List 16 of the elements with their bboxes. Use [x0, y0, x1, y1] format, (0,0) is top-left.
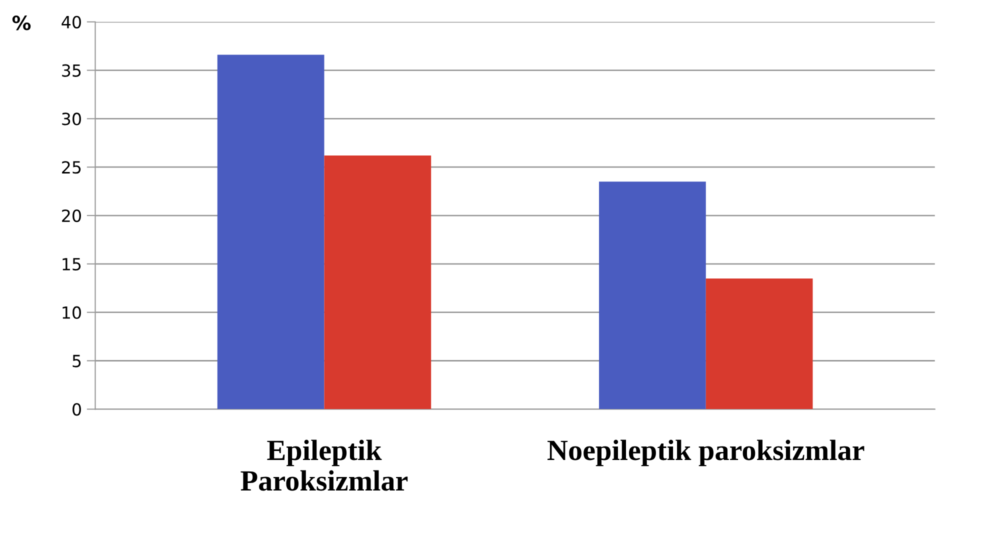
bar: [324, 155, 432, 410]
y-tick-label: 35: [62, 64, 81, 77]
y-axis-title: %: [12, 16, 31, 30]
y-tick-label: 25: [62, 161, 81, 174]
bar: [217, 54, 324, 410]
y-tick-label: 15: [62, 258, 81, 270]
bar: [706, 278, 813, 410]
x-tick-label: Epileptik Paroksizmlar: [240, 440, 408, 491]
y-tick-label: 10: [62, 306, 81, 319]
y-tick-label: 5: [72, 354, 81, 368]
y-tick-label: 40: [62, 16, 81, 28]
x-tick-label: Noepileptik paroksizmlar: [547, 440, 864, 466]
bar: [599, 182, 706, 410]
y-tick-label: 0: [72, 403, 81, 416]
y-tick-label: 20: [62, 209, 81, 222]
y-tick-label: 30: [62, 112, 81, 126]
